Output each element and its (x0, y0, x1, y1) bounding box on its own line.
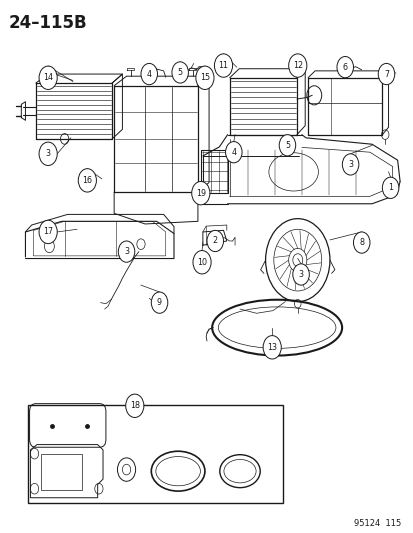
Circle shape (118, 241, 135, 262)
Text: 10: 10 (197, 258, 206, 266)
Circle shape (382, 177, 398, 198)
Text: 16: 16 (82, 176, 92, 185)
Text: 13: 13 (266, 343, 277, 352)
Circle shape (39, 66, 57, 90)
Text: 8: 8 (358, 238, 363, 247)
Text: 5: 5 (177, 68, 182, 77)
Bar (41, 454, 82, 490)
Text: 95124  115: 95124 115 (353, 519, 400, 528)
Text: 12: 12 (292, 61, 302, 70)
Circle shape (191, 181, 209, 205)
Circle shape (288, 54, 306, 77)
Circle shape (225, 142, 242, 163)
Circle shape (78, 168, 96, 192)
Text: 2: 2 (212, 237, 217, 246)
Text: 18: 18 (130, 401, 140, 410)
Text: 24–115B: 24–115B (9, 14, 88, 32)
Circle shape (336, 56, 353, 78)
Text: 15: 15 (199, 73, 209, 82)
Circle shape (353, 232, 369, 253)
Text: 4: 4 (146, 70, 152, 78)
Circle shape (151, 292, 167, 313)
Text: 4: 4 (231, 148, 236, 157)
Text: 17: 17 (43, 228, 53, 237)
Circle shape (141, 63, 157, 85)
Circle shape (377, 63, 394, 85)
Circle shape (39, 220, 57, 244)
Circle shape (292, 264, 309, 285)
Text: 14: 14 (43, 73, 53, 82)
Circle shape (206, 230, 223, 252)
Text: 5: 5 (284, 141, 290, 150)
Text: 6: 6 (342, 63, 347, 71)
Circle shape (195, 66, 214, 90)
Circle shape (192, 251, 211, 274)
Circle shape (171, 62, 188, 83)
Circle shape (263, 336, 280, 359)
Text: 19: 19 (195, 189, 205, 198)
Text: 3: 3 (347, 160, 352, 169)
Text: 11: 11 (218, 61, 228, 70)
Circle shape (39, 142, 57, 165)
Text: 3: 3 (298, 270, 303, 279)
Text: 7: 7 (383, 70, 388, 78)
Bar (27, 405, 282, 503)
Circle shape (278, 135, 295, 156)
Circle shape (126, 394, 144, 417)
Text: 3: 3 (45, 149, 50, 158)
Text: 1: 1 (387, 183, 392, 192)
Text: 9: 9 (157, 298, 162, 307)
Circle shape (342, 154, 358, 175)
Circle shape (214, 54, 232, 77)
Text: 3: 3 (124, 247, 129, 256)
